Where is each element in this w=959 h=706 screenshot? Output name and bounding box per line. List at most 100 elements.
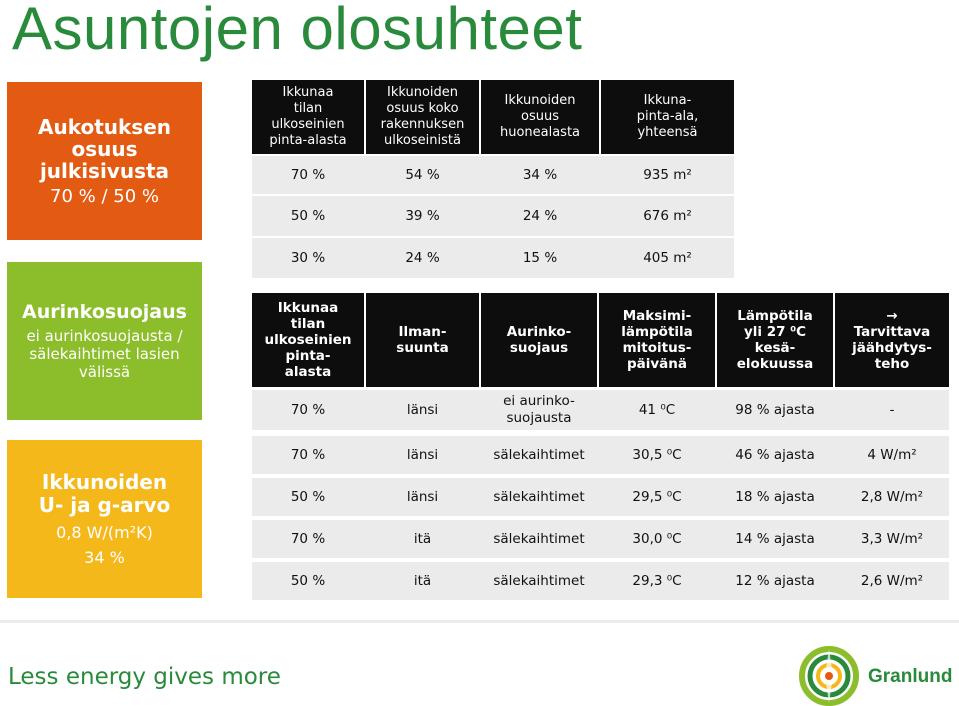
header-line: alasta [284,364,332,380]
table1-cell: 24 % [405,250,440,266]
table1-separator [252,236,728,238]
window-values-g: 34 % [84,548,125,567]
table2-cell: 70 % [290,401,326,418]
table2-cell: 3,3 W/m² [860,530,924,547]
table2-cell: 50 % [290,572,326,589]
header-line: → [886,308,898,324]
window-share-line3: julkisivusta [39,158,170,183]
table1-row-bg [252,196,734,236]
table2-cell: 30,0 ⁰C [632,530,682,547]
header-line: tilan [293,101,323,116]
header-line: rakennuksen [380,117,465,132]
header-line: Ikkunaa [282,85,334,100]
header-line: kesä- [754,340,796,356]
table1-row-bg [252,238,734,278]
window-values-line2: U- ja g-arvo [38,493,171,517]
table2-cell: 70 % [290,446,326,463]
table2-cell: 2,6 W/m² [860,572,924,589]
table2-cell: ei aurinko- suojausta [503,393,575,426]
table2-cell: 41 ⁰C [638,401,676,418]
table2-header-cell: Ikkunaa tilan ulkoseinien pinta-alasta [252,293,364,387]
header-line: pinta- [285,348,331,364]
header-line: Ikkunoiden [504,93,576,108]
header-line: Ikkuna- [643,93,692,108]
table1-row-bg [252,156,734,194]
table2-cell: sälekaihtimet [493,446,585,463]
header-line: lämpötila [621,324,693,340]
header-line: yhteensä [637,125,698,140]
brand-name: Granlund [868,666,953,687]
table2-cell: länsi [406,401,439,418]
table2-cell: 46 % ajasta [735,446,815,463]
table2-header-cell: → Tarvittava jäähdytys-teho [835,293,949,387]
window-values-box: Ikkunoiden U- ja g-arvo 0,8 W/(m²K) 34 % [7,440,202,598]
header-line: ulkoseinien [271,117,345,132]
table1-cell: 15 % [522,250,558,266]
header-line: jäähdytys- [852,340,932,356]
table2-header-cell: Aurinko-suojaus [481,293,597,387]
sun-protection-heading: Aurinkosuojaus [22,301,187,323]
table2-cell: itä [413,572,432,589]
granlund-logo-icon [799,646,859,706]
table1-header-cell: Ikkunaa tilan ulkoseinien pinta-alasta [252,80,364,154]
table2-cell: sälekaihtimet [493,572,585,589]
table1-header-cell: Ikkunoiden osuus koko rakennuksen ulkoseini… [366,80,479,154]
table2-row-bg [252,562,949,600]
table1-cell: 30 % [290,250,326,266]
header-line: pinta-ala, [636,109,699,124]
header-line: Tarvittava [853,324,931,340]
table2-cell: 2,8 W/m² [860,488,924,505]
table1-cell: 676 m² [643,208,692,224]
table1-cell: 70 % [290,167,326,183]
table1-header-cell: Ikkuna-pinta-ala, yhteensä [601,80,734,154]
window-share-line2: osuus [71,136,138,161]
table1-cell: 34 % [522,167,558,183]
footer-divider [0,620,959,623]
sun-protection-line2: sälekaihtimet lasien [29,345,180,363]
slogan: Less energy gives more [8,664,281,690]
header-line: suojaus [509,340,569,356]
header-line: osuus [521,109,559,124]
window-share-values: 70 % / 50 % [50,185,159,207]
table2-cell: 14 % ajasta [735,530,815,547]
table2-row-bg [252,478,949,516]
table2-cell: länsi [406,488,439,505]
table2-cell: sälekaihtimet [493,488,585,505]
table2-cell: 18 % ajasta [735,488,815,505]
table2-cell: - [889,401,895,418]
table2-row-bg [252,390,949,430]
window-values-u: 0,8 W/(m²K) [56,523,153,542]
page-title: Asuntojen olosuhteet [12,0,583,62]
table2-header-cell: Lämpötila yli 27 ⁰C kesä-elokuussa [717,293,833,387]
header-line: ulkoseinien [264,332,352,348]
table2-cell: 50 % [290,488,326,505]
header-line: osuus koko [386,101,459,116]
table1-cell: 54 % [405,167,440,183]
window-values-line1: Ikkunoiden [41,470,168,494]
table2-cell: 4 W/m² [867,446,917,463]
table2-cell: itä [413,530,432,547]
header-line: päivänä [626,356,688,372]
table2-cell: sälekaihtimet [493,530,585,547]
header-line: teho [874,356,910,372]
header-line: suunta [396,340,449,356]
table2-cell: länsi [406,446,439,463]
table2-cell: 98 % ajasta [735,401,815,418]
table2-row-bg [252,436,949,474]
table1-cell: 39 % [405,208,440,224]
table1-header-cell: Ikkunoiden osuus huonealasta [481,80,599,154]
table2-header-cell: Ilman-suunta [366,293,479,387]
sun-protection-line1: ei aurinkosuojausta / [26,327,183,345]
header-line: Lämpötila [737,308,813,324]
table2-row-bg [252,520,949,558]
table2-cell: 30,5 ⁰C [632,446,682,463]
header-line: Aurinko- [506,324,572,340]
header-line: Ikkunoiden [386,85,459,100]
table2-cell: 12 % ajasta [735,572,815,589]
header-line: Maksimi- [622,308,692,324]
header-line: ulkoseinistä [384,133,461,148]
header-line: Ilman- [398,324,447,340]
header-line: elokuussa [736,356,814,372]
header-line: pinta-alasta [269,133,347,148]
header-line: yli 27 ⁰C [743,324,807,340]
